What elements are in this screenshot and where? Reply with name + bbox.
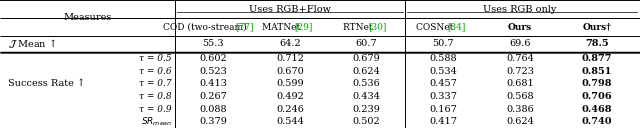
Text: Measures: Measures — [63, 13, 112, 23]
Text: τ = 0.7: τ = 0.7 — [140, 79, 172, 88]
Text: 0.764: 0.764 — [506, 54, 534, 63]
Text: Ours†: Ours† — [582, 23, 611, 31]
Text: Ours: Ours — [508, 23, 532, 31]
Text: 55.3: 55.3 — [202, 40, 224, 49]
Text: [34]: [34] — [447, 23, 465, 31]
Text: 0.536: 0.536 — [353, 79, 381, 88]
Text: MATNet: MATNet — [262, 23, 303, 31]
Text: τ = 0.5: τ = 0.5 — [140, 54, 172, 63]
Text: 78.5: 78.5 — [585, 40, 609, 49]
Text: 0.798: 0.798 — [581, 79, 612, 88]
Text: τ = 0.9: τ = 0.9 — [140, 104, 172, 114]
Text: 0.877: 0.877 — [581, 54, 612, 63]
Text: Uses RGB+Flow: Uses RGB+Flow — [249, 4, 331, 13]
Text: 0.267: 0.267 — [200, 92, 227, 101]
Text: 0.379: 0.379 — [200, 117, 227, 126]
Text: 0.599: 0.599 — [276, 79, 304, 88]
Text: τ = 0.6: τ = 0.6 — [140, 67, 172, 76]
Text: 0.568: 0.568 — [506, 92, 534, 101]
Text: 0.088: 0.088 — [200, 104, 227, 114]
Text: 0.544: 0.544 — [276, 117, 304, 126]
Text: 0.534: 0.534 — [429, 67, 457, 76]
Text: [77]: [77] — [236, 23, 254, 31]
Text: 64.2: 64.2 — [279, 40, 301, 49]
Text: 0.670: 0.670 — [276, 67, 304, 76]
Text: [29]: [29] — [294, 23, 312, 31]
Text: $SR_{mean}$: $SR_{mean}$ — [141, 115, 172, 128]
Text: 0.337: 0.337 — [429, 92, 458, 101]
Text: 0.588: 0.588 — [429, 54, 457, 63]
Text: 0.457: 0.457 — [429, 79, 457, 88]
Text: 0.851: 0.851 — [582, 67, 612, 76]
Text: RTNet: RTNet — [343, 23, 376, 31]
Text: 0.740: 0.740 — [581, 117, 612, 126]
Text: COD (two-stream): COD (two-stream) — [163, 23, 249, 31]
Text: 0.523: 0.523 — [200, 67, 227, 76]
Text: 69.6: 69.6 — [509, 40, 531, 49]
Text: COSNet: COSNet — [416, 23, 456, 31]
Text: τ = 0.8: τ = 0.8 — [140, 92, 172, 101]
Text: 60.7: 60.7 — [356, 40, 378, 49]
Text: 0.624: 0.624 — [353, 67, 381, 76]
Text: 0.706: 0.706 — [581, 92, 612, 101]
Text: 0.246: 0.246 — [276, 104, 304, 114]
Text: 0.167: 0.167 — [429, 104, 457, 114]
Text: 0.239: 0.239 — [353, 104, 381, 114]
Text: 0.602: 0.602 — [200, 54, 227, 63]
Text: 0.723: 0.723 — [506, 67, 534, 76]
Text: 0.681: 0.681 — [506, 79, 534, 88]
Text: 0.492: 0.492 — [276, 92, 304, 101]
Text: 0.468: 0.468 — [581, 104, 612, 114]
Text: 0.502: 0.502 — [353, 117, 381, 126]
Text: 0.413: 0.413 — [199, 79, 227, 88]
Text: 0.386: 0.386 — [506, 104, 534, 114]
Text: Success Rate ↑: Success Rate ↑ — [8, 79, 85, 88]
Text: 0.712: 0.712 — [276, 54, 304, 63]
Text: $\mathcal{J}$ Mean ↑: $\mathcal{J}$ Mean ↑ — [8, 38, 56, 51]
Text: 0.624: 0.624 — [506, 117, 534, 126]
Text: Uses RGB only: Uses RGB only — [483, 4, 557, 13]
Text: [30]: [30] — [369, 23, 387, 31]
Text: 0.434: 0.434 — [353, 92, 381, 101]
Text: 0.417: 0.417 — [429, 117, 458, 126]
Text: 50.7: 50.7 — [433, 40, 454, 49]
Text: 0.679: 0.679 — [353, 54, 381, 63]
